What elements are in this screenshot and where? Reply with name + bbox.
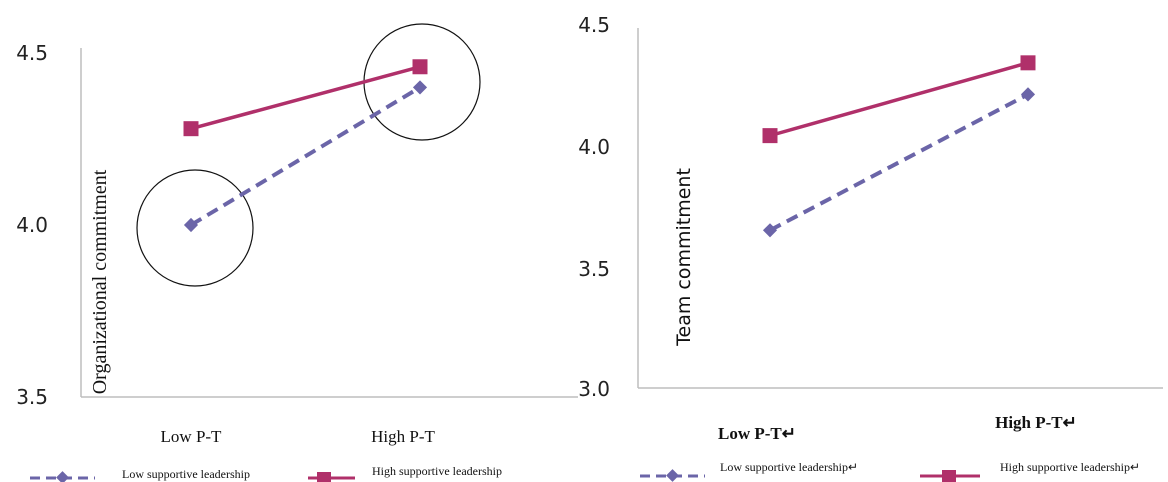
right-high-point-1 — [762, 128, 778, 144]
left-x-tick-label-low: Low P-T — [161, 427, 223, 446]
left-y-tick-label: 4.0 — [16, 213, 48, 237]
left-y-tick-label: 4.5 — [16, 41, 48, 65]
right-low-point-2 — [1020, 87, 1036, 102]
left-low-point-2 — [412, 80, 428, 95]
right-low-point-1 — [762, 223, 778, 238]
highlight-circle-high — [363, 23, 481, 141]
highlight-circle-low — [136, 169, 254, 287]
left-y-tick-label: 3.5 — [16, 385, 48, 409]
right-chart: 3.0 3.5 4.0 4.5 Team commitment Low P-T↵… — [578, 13, 1163, 482]
right-y-tick-label: 4.0 — [578, 135, 610, 159]
right-y-axis-title: Team commitment — [673, 168, 695, 347]
right-y-tick-label: 3.0 — [578, 377, 610, 401]
left-x-tick-label-high: High P-T — [371, 427, 435, 446]
left-legend-high-label: High supportive leadership — [372, 464, 502, 478]
right-legend-low-marker — [666, 469, 679, 482]
right-series-low-line — [769, 92, 1029, 233]
right-legend-low-label: Low supportive leadership↵ — [720, 460, 858, 474]
left-legend-high-marker — [317, 472, 331, 482]
right-high-point-2 — [1020, 55, 1036, 71]
left-chart: 3.5 4.0 4.5 Organizational commitment Lo… — [16, 23, 578, 482]
left-legend-low-marker — [56, 471, 69, 482]
left-low-point-1 — [183, 217, 199, 233]
left-high-point-1 — [183, 121, 199, 137]
right-x-tick-label-high: High P-T↵ — [995, 413, 1077, 432]
right-series-high-line — [769, 61, 1029, 138]
right-y-tick-label: 3.5 — [578, 257, 610, 281]
right-legend-high-marker — [942, 470, 956, 482]
right-x-tick-label-low: Low P-T↵ — [718, 424, 796, 443]
left-y-axis-title: Organizational commitment — [89, 169, 111, 394]
left-high-point-2 — [412, 59, 428, 75]
left-legend-low-label: Low supportive leadership — [122, 467, 250, 481]
right-y-tick-label: 4.5 — [578, 13, 610, 37]
right-legend-high-label: High supportive leadership↵ — [1000, 460, 1140, 474]
left-series-high-line — [190, 65, 421, 131]
left-series-low-line — [189, 85, 422, 227]
